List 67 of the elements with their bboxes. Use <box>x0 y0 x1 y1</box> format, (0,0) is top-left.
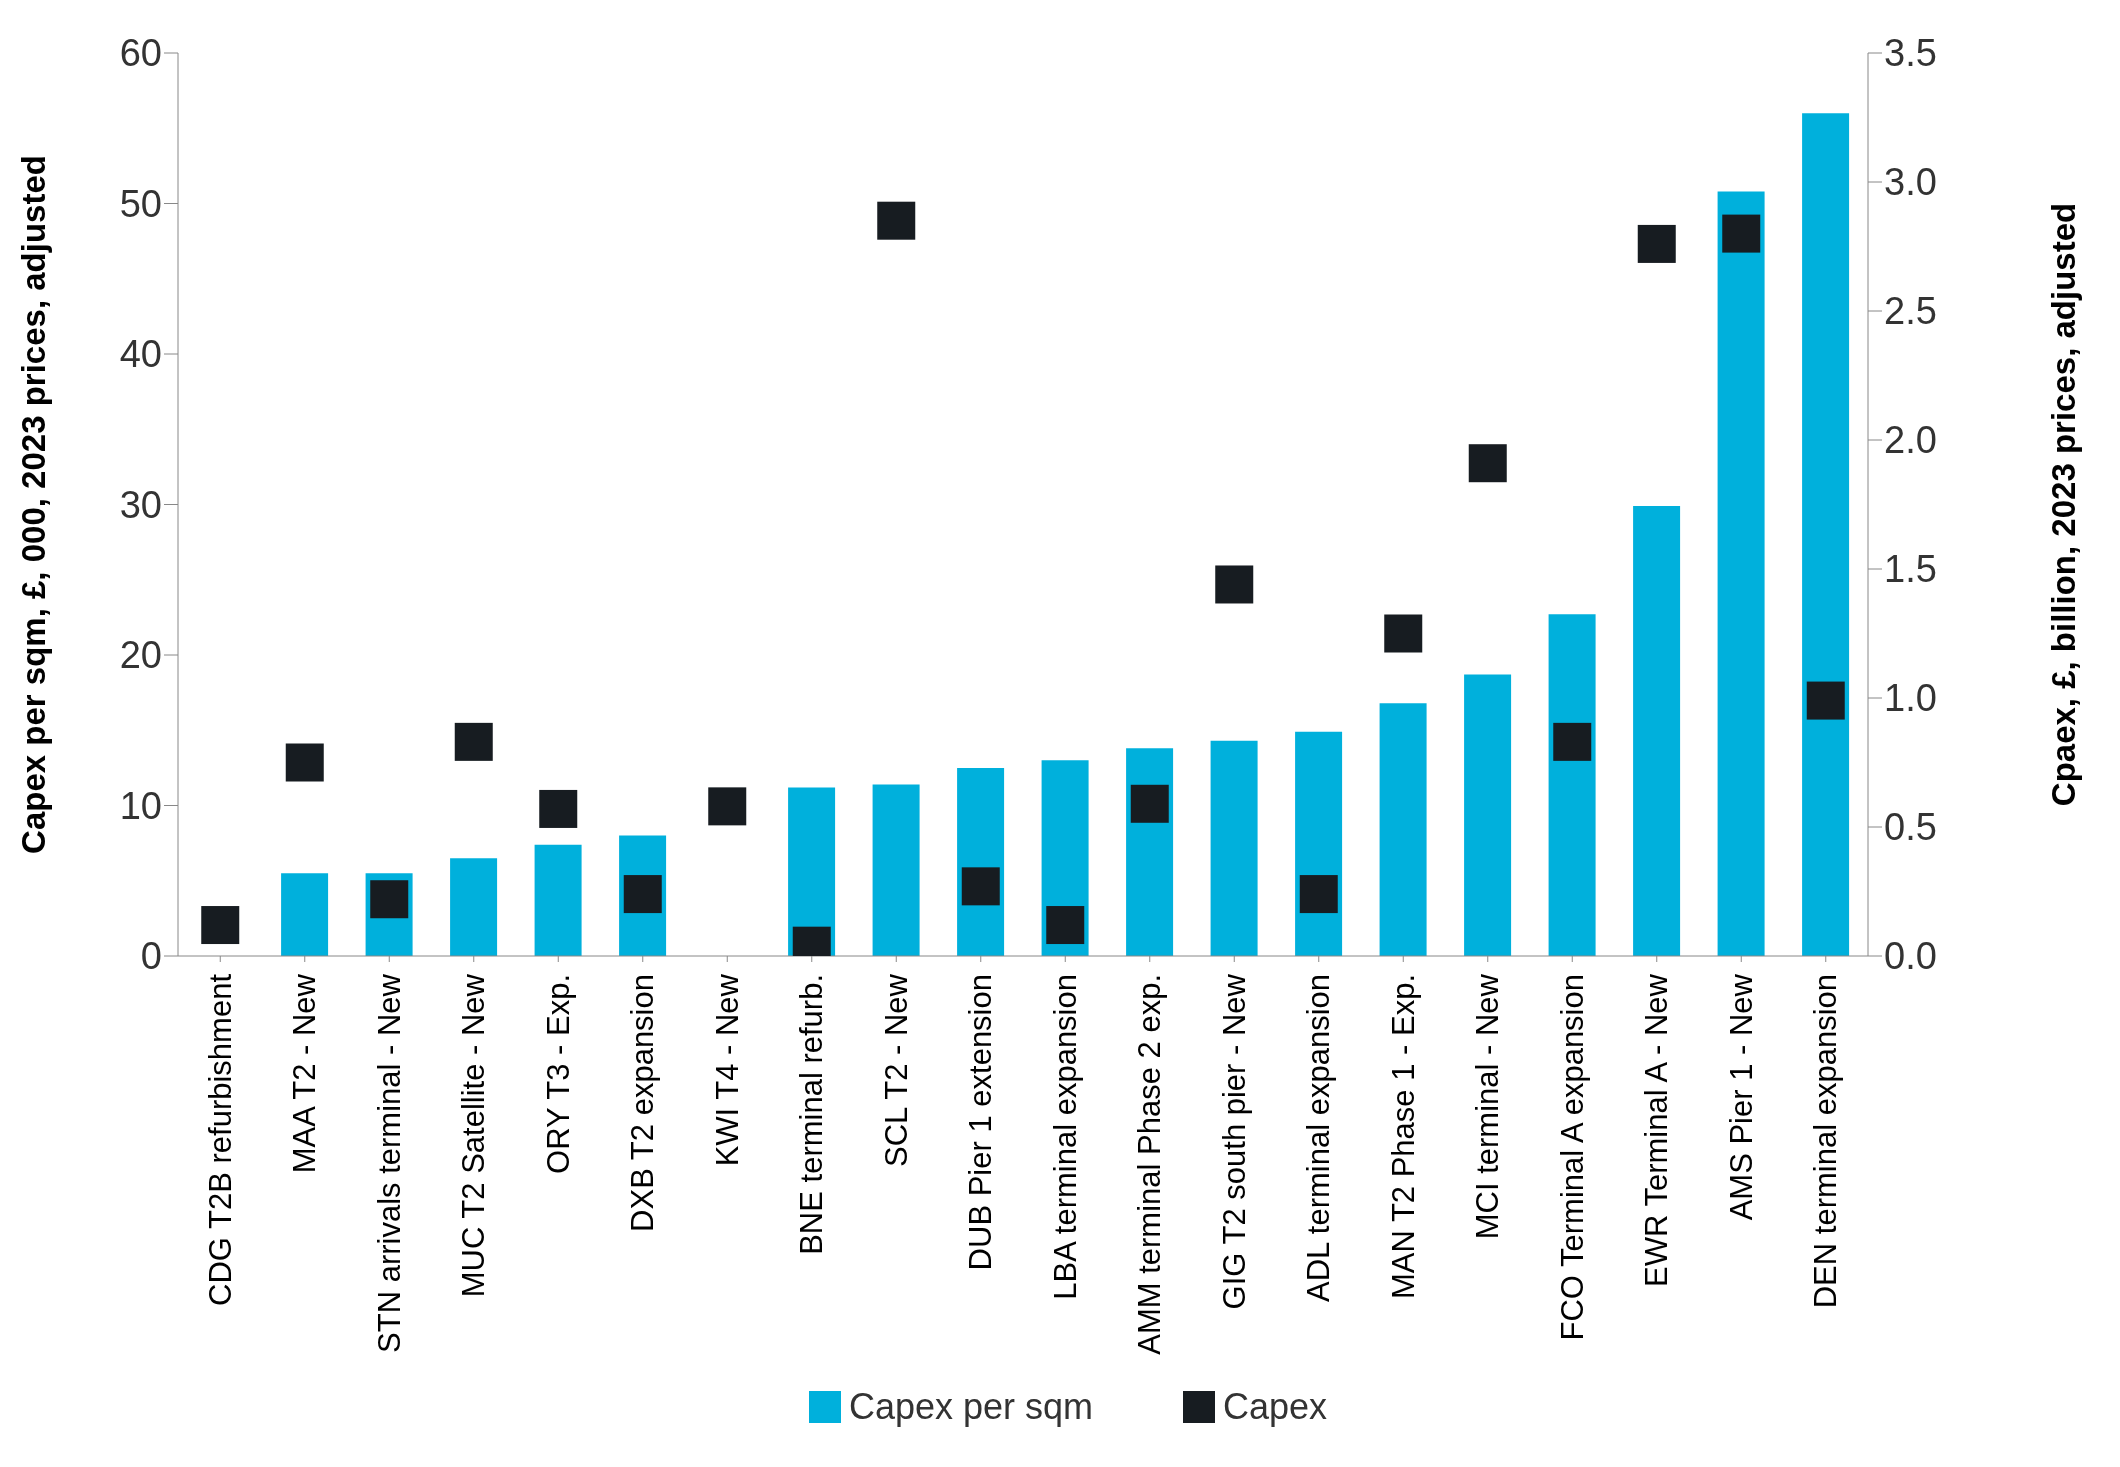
point <box>1806 681 1845 720</box>
point <box>539 789 578 828</box>
point <box>1384 614 1423 653</box>
x-tick-label: STN arrivals terminal - New <box>371 973 407 1353</box>
y2-tick-label: 3.0 <box>1884 161 1937 203</box>
y2-tick-label: 0.0 <box>1884 935 1937 977</box>
point <box>201 906 240 945</box>
point <box>1299 875 1338 914</box>
point <box>285 743 324 782</box>
point <box>708 787 747 826</box>
point <box>877 201 916 240</box>
x-tick-label: KWI T4 - New <box>709 973 745 1167</box>
point <box>961 867 1000 906</box>
x-tick-label: EWR Terminal A - New <box>1639 973 1675 1287</box>
bar <box>1802 113 1850 956</box>
y2-tick-label: 1.0 <box>1884 677 1937 719</box>
x-tick-label: ORY T3 - Exp. <box>540 974 576 1174</box>
point <box>1553 722 1592 761</box>
x-tick-label: DUB Pier 1 extension <box>963 974 999 1271</box>
bar <box>1464 674 1512 956</box>
x-tick-label: BNE terminal refurb. <box>794 974 830 1255</box>
y-tick-label: 10 <box>119 784 162 827</box>
bar <box>872 784 920 956</box>
x-tick-label: DEN terminal expansion <box>1808 974 1844 1309</box>
bar <box>1717 191 1765 956</box>
y-axis-title: Capex per sqm, £, 000, 2023 prices, adjusted <box>14 155 52 854</box>
y2-axis-title: Cpaex, £, billion, 2023 prices, adjusted <box>2044 202 2082 807</box>
point <box>1046 906 1085 945</box>
point <box>1722 214 1761 253</box>
bar <box>1379 703 1427 956</box>
point <box>1215 565 1254 604</box>
y2-tick-label: 3.5 <box>1884 32 1937 74</box>
y2-tick-label: 1.5 <box>1884 548 1937 590</box>
x-tick-label: GIG T2 south pier - New <box>1216 973 1252 1310</box>
x-tick-label: AMS Pier 1 - New <box>1723 973 1759 1221</box>
y2-tick-label: 0.5 <box>1884 806 1937 848</box>
x-tick-label: MAA T2 - New <box>287 973 323 1174</box>
y2-tick-label: 2.5 <box>1884 290 1937 332</box>
x-tick-label: DXB T2 expansion <box>625 974 661 1232</box>
bar <box>450 858 498 956</box>
bar <box>1210 740 1258 956</box>
legend-label: Capex <box>1222 1386 1328 1428</box>
x-tick-label: AMM terminal Phase 2 exp. <box>1132 974 1168 1355</box>
bar <box>281 873 329 956</box>
point <box>1637 224 1676 263</box>
x-tick-label: CDG T2B refurbishment <box>202 973 238 1306</box>
x-tick-label: MAN T2 Phase 1 - Exp. <box>1385 974 1421 1300</box>
x-tick-label: FCO Terminal A expansion <box>1554 974 1590 1341</box>
x-tick-label: MCI terminal - New <box>1470 973 1506 1240</box>
x-tick-label: ADL terminal expansion <box>1301 974 1337 1302</box>
x-tick-label: SCL T2 - New <box>878 973 914 1167</box>
bar <box>534 844 582 956</box>
y-tick-label: 20 <box>119 634 162 676</box>
bar <box>1633 506 1681 956</box>
y-tick-label: 60 <box>119 32 162 74</box>
x-tick-label: MUC T2 Satellite - New <box>456 973 492 1298</box>
point <box>1468 444 1507 483</box>
y-tick-label: 0 <box>140 935 162 977</box>
bar <box>1548 614 1596 956</box>
x-tick-label: LBA terminal expansion <box>1047 974 1083 1300</box>
y-tick-label: 50 <box>119 182 162 225</box>
point <box>454 722 493 761</box>
legend-label: Capex per sqm <box>847 1386 1094 1428</box>
y2-tick-label: 2.0 <box>1884 419 1937 461</box>
y-tick-label: 30 <box>119 483 162 526</box>
y-tick-label: 40 <box>119 333 162 375</box>
point <box>1130 784 1169 823</box>
